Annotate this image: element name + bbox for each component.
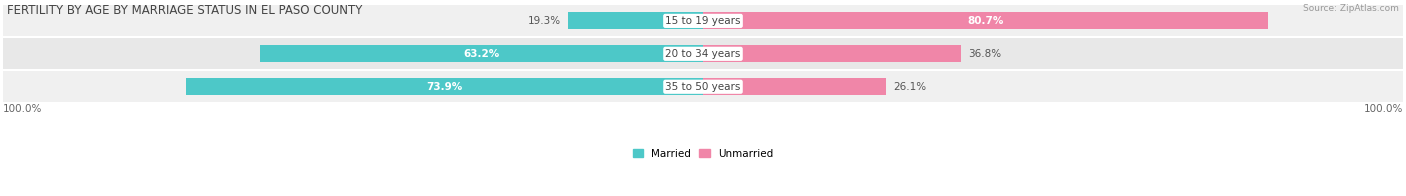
Text: 35 to 50 years: 35 to 50 years [665,82,741,92]
Bar [260,45,703,62]
Text: Source: ZipAtlas.com: Source: ZipAtlas.com [1303,4,1399,13]
Bar [3,38,1403,69]
Bar [703,45,960,62]
Bar [703,12,1268,29]
Legend: Married, Unmarried: Married, Unmarried [628,145,778,163]
Text: FERTILITY BY AGE BY MARRIAGE STATUS IN EL PASO COUNTY: FERTILITY BY AGE BY MARRIAGE STATUS IN E… [7,4,363,17]
Text: 19.3%: 19.3% [527,16,561,26]
Text: 80.7%: 80.7% [967,16,1004,26]
Text: 36.8%: 36.8% [967,49,1001,59]
Text: 63.2%: 63.2% [464,49,501,59]
Bar [568,12,703,29]
Text: 26.1%: 26.1% [893,82,927,92]
Text: 100.0%: 100.0% [1364,104,1403,114]
Bar [3,71,1403,102]
Text: 15 to 19 years: 15 to 19 years [665,16,741,26]
Text: 73.9%: 73.9% [426,82,463,92]
Bar [3,5,1403,36]
Bar [703,78,886,95]
Text: 20 to 34 years: 20 to 34 years [665,49,741,59]
Bar [186,78,703,95]
Text: 100.0%: 100.0% [3,104,42,114]
